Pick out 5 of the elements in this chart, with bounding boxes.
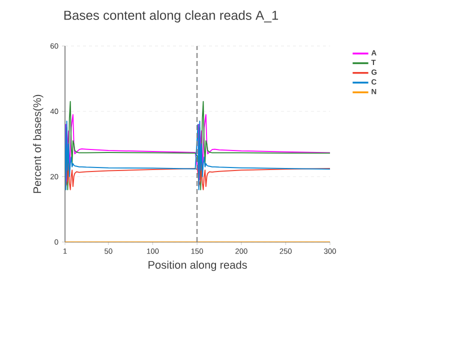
y-axis-title: Percent of bases(%)	[33, 94, 44, 193]
line-series	[65, 163, 330, 190]
x-axis-title: Position along reads	[148, 260, 247, 271]
line-series	[65, 120, 330, 190]
chart-title: Bases content along clean reads A_1	[64, 10, 278, 22]
